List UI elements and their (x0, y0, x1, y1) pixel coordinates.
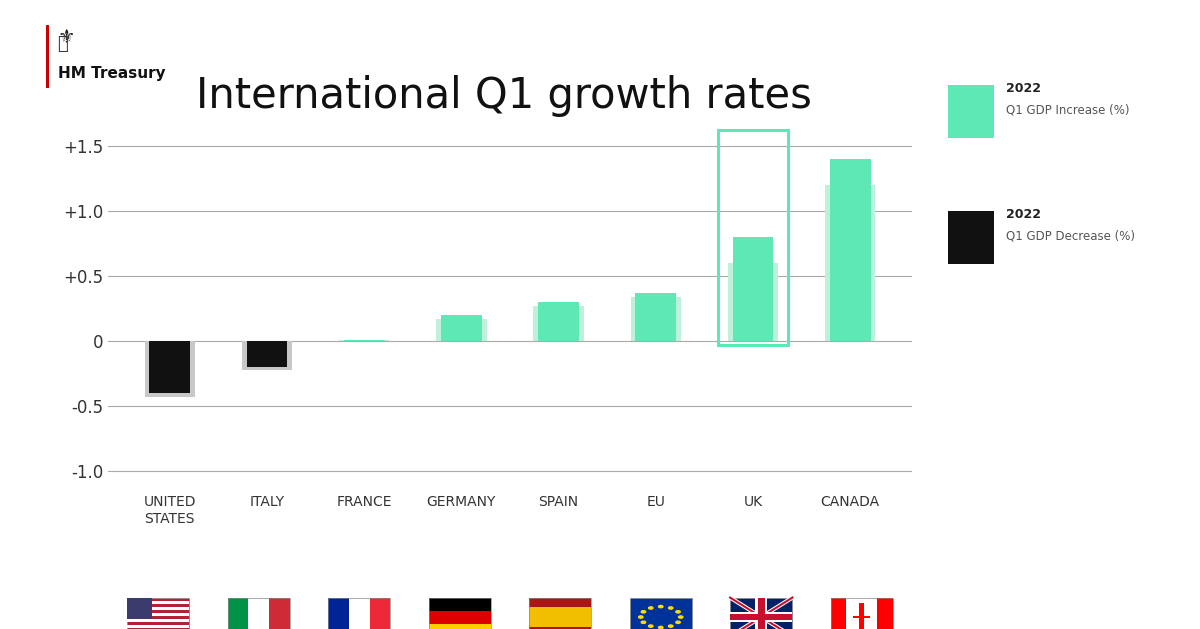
Bar (718, 130, 788, 345)
Bar (343, 340, 385, 341)
Text: International Q1 growth rates: International Q1 growth rates (196, 75, 812, 118)
Text: 2022: 2022 (1006, 208, 1040, 221)
Bar (241, 341, 293, 370)
Text: HM Treasury: HM Treasury (58, 66, 166, 81)
Bar (824, 185, 876, 341)
Text: ⚜: ⚜ (58, 28, 76, 47)
Bar (440, 315, 482, 341)
Bar (630, 297, 682, 341)
Bar (727, 263, 779, 341)
Text: Q1 GDP Decrease (%): Q1 GDP Decrease (%) (1006, 230, 1135, 243)
Text: 2022: 2022 (1006, 82, 1040, 95)
Bar (635, 293, 677, 341)
Bar (829, 159, 870, 341)
Bar (538, 302, 580, 341)
Bar (533, 306, 584, 341)
Bar (150, 341, 191, 393)
Bar (436, 319, 487, 341)
Text: Q1 GDP Increase (%): Q1 GDP Increase (%) (1006, 104, 1129, 117)
Bar (247, 341, 288, 367)
Text: 👑: 👑 (58, 35, 68, 53)
Bar (732, 237, 773, 341)
Bar (144, 341, 196, 397)
Bar (338, 340, 390, 341)
